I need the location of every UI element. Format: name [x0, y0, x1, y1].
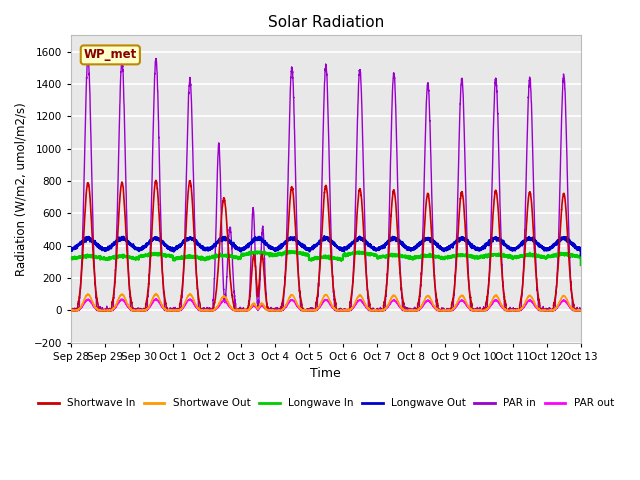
Title: Solar Radiation: Solar Radiation [268, 15, 384, 30]
Y-axis label: Radiation (W/m2, umol/m2/s): Radiation (W/m2, umol/m2/s) [15, 102, 28, 276]
Legend: Shortwave In, Shortwave Out, Longwave In, Longwave Out, PAR in, PAR out: Shortwave In, Shortwave Out, Longwave In… [34, 394, 618, 412]
Text: WP_met: WP_met [84, 48, 137, 61]
X-axis label: Time: Time [310, 367, 341, 381]
